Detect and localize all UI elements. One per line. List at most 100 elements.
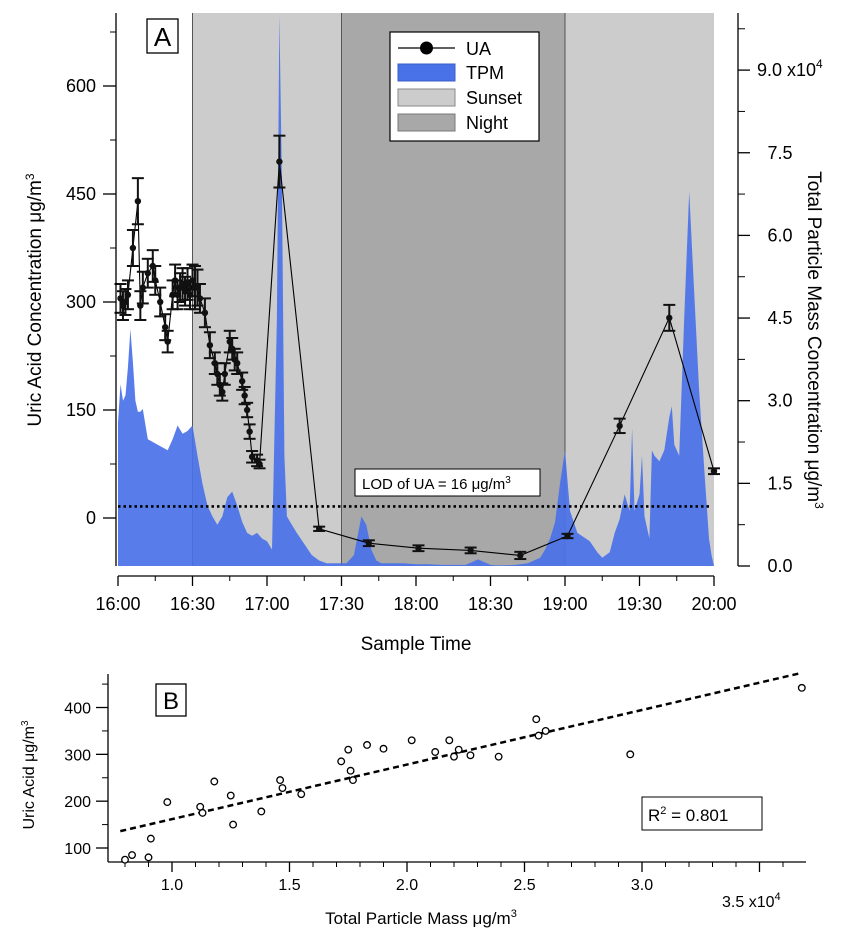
scatter-point [445, 736, 454, 745]
panel-b-x-axis-title: Total Particle Mass μg/m3 [325, 908, 517, 928]
y2-tick-label: 1.5 [767, 473, 792, 493]
ua-marker [710, 468, 718, 475]
ua-marker [616, 422, 623, 430]
scatter-point [407, 736, 416, 745]
ua-point [708, 467, 720, 476]
ua-marker [467, 547, 474, 554]
ua-marker [219, 388, 226, 396]
fit-line [120, 671, 803, 833]
scatter-point [466, 751, 475, 760]
ua-marker [201, 309, 209, 316]
tpm-series [118, 15, 714, 566]
y2-tick-label: 4.5 [767, 308, 792, 328]
ua-point [241, 401, 254, 419]
panel-b-x-tick-label: 2.5 [513, 877, 535, 894]
ua-marker [144, 270, 151, 277]
y-axis-title: Uric Acid Concentration μg/m3 [23, 173, 46, 426]
ua-marker [666, 314, 673, 322]
x-axis-title: Sample Time [361, 634, 472, 655]
scatter-point [144, 853, 153, 862]
ua-point [218, 362, 231, 386]
x-tick-label: 19:00 [542, 594, 587, 614]
legend-tpm-label: TPM [466, 63, 504, 83]
scatter-point [229, 820, 238, 829]
panel-b-y-tick-label: 200 [64, 794, 91, 811]
ua-point [203, 331, 216, 360]
ua-point [243, 423, 256, 440]
ua-point [131, 177, 144, 226]
ua-point [149, 265, 162, 296]
ua-point [313, 525, 326, 532]
scatter-point [146, 834, 155, 843]
y2-tick-label: 3.0 [767, 391, 792, 411]
ua-point [561, 532, 574, 540]
x-tick-label: 19:30 [617, 594, 662, 614]
shaded-region-sunset [192, 13, 342, 566]
scatter-point [163, 798, 172, 807]
x-tick-label: 18:30 [468, 594, 513, 614]
scatter-point [121, 855, 129, 864]
scatter-point [210, 777, 219, 786]
ua-point [273, 134, 286, 189]
scatter-point [257, 807, 266, 816]
ua-marker [157, 298, 164, 306]
y2-tick-label: 6.0 [767, 225, 792, 245]
scatter-point [450, 752, 458, 761]
scatter-point [379, 744, 388, 753]
x-tick-label: 17:00 [244, 594, 289, 614]
scatter-point [541, 726, 550, 735]
ua-marker [276, 158, 283, 165]
scatter-point [454, 745, 463, 754]
scatter-point [226, 791, 235, 800]
ua-marker [129, 244, 137, 252]
scatter-point [198, 808, 207, 817]
ua-marker [124, 291, 132, 298]
ua-point [216, 382, 229, 402]
ua-marker [206, 342, 214, 349]
scatter-point [278, 784, 287, 793]
ua-point [362, 539, 375, 548]
ua-series [114, 134, 720, 561]
legend-night-label: Night [466, 113, 508, 133]
scatter-point [276, 776, 285, 785]
scatter-point [346, 766, 355, 775]
scatter-point [128, 851, 136, 859]
ua-marker [134, 198, 142, 205]
panel-b-x-tick-label: 1.5 [278, 877, 300, 894]
r2-annotation: R2 = 0.801 [648, 805, 728, 825]
scatter-point [532, 715, 541, 724]
ua-marker [246, 428, 253, 435]
x-tick-label: 17:30 [319, 594, 364, 614]
scatter-point [344, 745, 353, 754]
ua-marker [238, 378, 246, 385]
scatter-point [797, 683, 806, 692]
ua-marker [161, 324, 169, 331]
fit-line-dashed [120, 671, 803, 833]
ua-point [161, 329, 174, 354]
y-tick-label: 600 [66, 76, 96, 96]
ua-point [121, 279, 134, 311]
ua-marker [221, 370, 228, 378]
y-tick-label: 0 [86, 508, 96, 528]
panel-b-x-tick-label: 3.5 x104 [722, 891, 781, 911]
ua-marker [241, 392, 248, 399]
scatter-point [494, 752, 503, 761]
panel-a-label-box [146, 18, 179, 54]
panel-b-x-tick-label: 2.0 [396, 877, 418, 894]
ua-point [134, 290, 147, 321]
scatter-point [337, 757, 346, 766]
x-tick-label: 20:00 [691, 594, 736, 614]
r2-annotation-box [641, 796, 763, 831]
ua-point [663, 303, 676, 332]
ua-marker [415, 545, 422, 552]
y2-tick-label: 0.0 [767, 556, 792, 576]
ua-marker [243, 406, 251, 414]
legend-ua-marker [420, 41, 433, 55]
scatter-point [431, 748, 440, 756]
ua-marker [315, 525, 323, 532]
ua-point [464, 546, 477, 555]
ua-marker [517, 552, 524, 559]
ua-point [412, 544, 425, 553]
legend-ua-label: UA [466, 39, 491, 59]
